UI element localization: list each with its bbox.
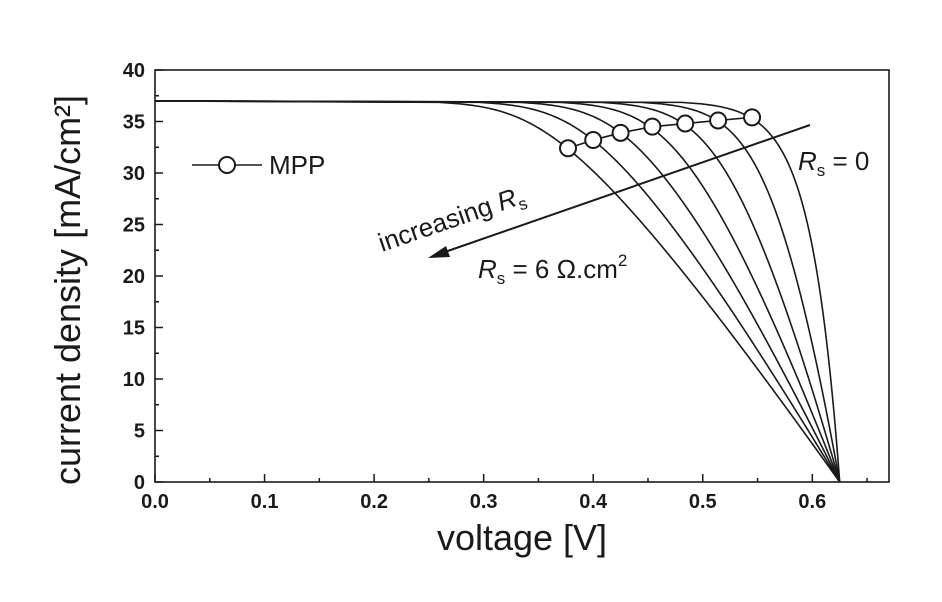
mpp-point bbox=[611, 123, 630, 142]
y-tick-label: 20 bbox=[123, 266, 145, 288]
jv-curve bbox=[154, 100, 841, 483]
jv-curve bbox=[154, 100, 841, 483]
mpp-point bbox=[709, 111, 728, 130]
jv-curve bbox=[154, 100, 841, 483]
legend-label: MPP bbox=[269, 150, 325, 180]
increasing-rs-arrow bbox=[428, 124, 811, 258]
x-tick-label: 0.0 bbox=[141, 491, 169, 513]
y-tick-label: 30 bbox=[123, 163, 145, 185]
x-axis: 0.0 0.1 0.2 0.3 0.4 0.5 0.6 bbox=[141, 474, 868, 513]
mpp-point bbox=[584, 131, 603, 150]
mpp-point bbox=[676, 114, 695, 133]
y-tick-label: 40 bbox=[123, 60, 145, 82]
jv-curve bbox=[154, 100, 841, 483]
mpp-point bbox=[743, 108, 762, 127]
jv-curve bbox=[154, 100, 841, 483]
x-tick-label: 0.4 bbox=[579, 491, 608, 513]
y-axis: 0 5 10 15 20 25 30 35 40 bbox=[123, 60, 163, 494]
mpp-series bbox=[559, 108, 762, 158]
x-tick-label: 0.3 bbox=[470, 491, 498, 513]
x-tick-label: 0.5 bbox=[689, 491, 717, 513]
y-axis-title: current density [mA/cm²] bbox=[47, 95, 88, 485]
y-tick-label: 0 bbox=[134, 472, 145, 494]
rs-zero-label: Rs = 0 bbox=[798, 146, 869, 180]
jv-curve bbox=[154, 100, 841, 483]
y-tick-label: 10 bbox=[123, 369, 145, 391]
y-tick-label: 35 bbox=[123, 112, 145, 134]
x-tick-label: 0.6 bbox=[798, 491, 826, 513]
mpp-point bbox=[559, 139, 578, 158]
jv-curve bbox=[154, 100, 841, 483]
y-tick-label: 5 bbox=[134, 421, 145, 443]
x-axis-title: voltage [V] bbox=[437, 517, 607, 558]
legend: MPP bbox=[192, 150, 325, 180]
y-tick-label: 25 bbox=[123, 215, 145, 237]
rs-six-label: Rs = 6 Ω.cm2 bbox=[478, 251, 627, 288]
jv-curves bbox=[154, 100, 841, 483]
x-tick-label: 0.2 bbox=[360, 491, 388, 513]
x-tick-label: 0.1 bbox=[251, 491, 279, 513]
legend-marker bbox=[218, 156, 236, 174]
mpp-point bbox=[643, 117, 662, 136]
y-tick-label: 15 bbox=[123, 318, 145, 340]
